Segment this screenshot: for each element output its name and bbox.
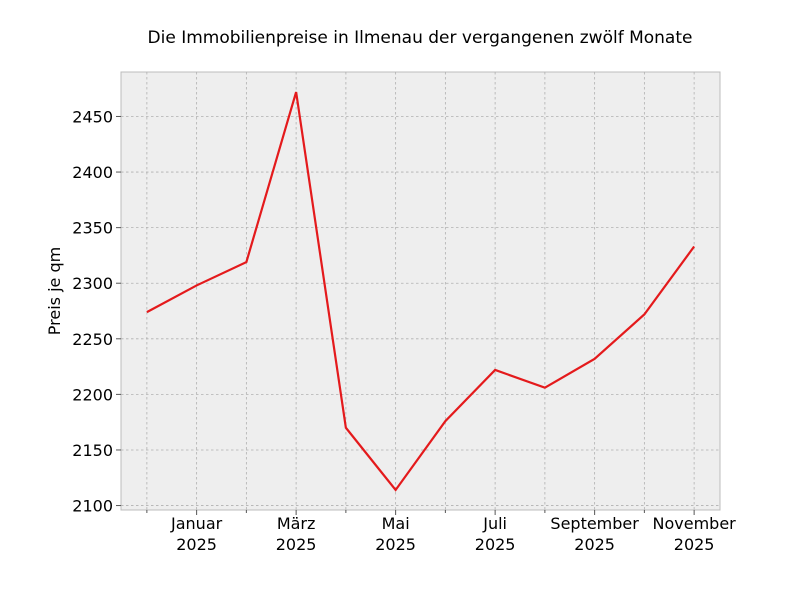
y-tick-label: 2250 bbox=[72, 330, 113, 349]
x-tick-label: Januar bbox=[170, 514, 223, 533]
series-line bbox=[146, 91, 696, 492]
y-axis-label: Preis je qm bbox=[45, 247, 64, 335]
y-tick-label: 2200 bbox=[72, 385, 113, 404]
chart-title: Die Immobilienpreise in Ilmenau der verg… bbox=[148, 28, 693, 48]
x-tick-label-year: 2025 bbox=[574, 535, 615, 554]
y-tick-label: 2350 bbox=[72, 219, 113, 238]
y-tick-label: 2450 bbox=[72, 107, 113, 126]
y-tick-label: 2150 bbox=[72, 441, 113, 460]
x-tick-label: November bbox=[653, 514, 737, 533]
x-tick-label-year: 2025 bbox=[475, 535, 516, 554]
y-tick-label: 2100 bbox=[72, 497, 113, 516]
x-tick-label: Juli bbox=[482, 514, 507, 533]
x-tick-label-year: 2025 bbox=[176, 535, 217, 554]
x-tick-label: September bbox=[550, 514, 639, 533]
y-tick-label: 2400 bbox=[72, 163, 113, 182]
axis-ticks: Januar 2025 März 2025 Mai 2025 Juli 2025 Septemb… bbox=[72, 107, 736, 554]
y-tick-label: 2300 bbox=[72, 274, 113, 293]
plot-area bbox=[120, 71, 721, 511]
x-tick-label: März bbox=[277, 514, 316, 533]
x-tick-label-year: 2025 bbox=[674, 535, 715, 554]
x-tick-label: Mai bbox=[382, 514, 410, 533]
grid bbox=[121, 72, 720, 510]
series-layer bbox=[146, 91, 696, 492]
x-tick-label-year: 2025 bbox=[276, 535, 317, 554]
x-tick-label-year: 2025 bbox=[375, 535, 416, 554]
